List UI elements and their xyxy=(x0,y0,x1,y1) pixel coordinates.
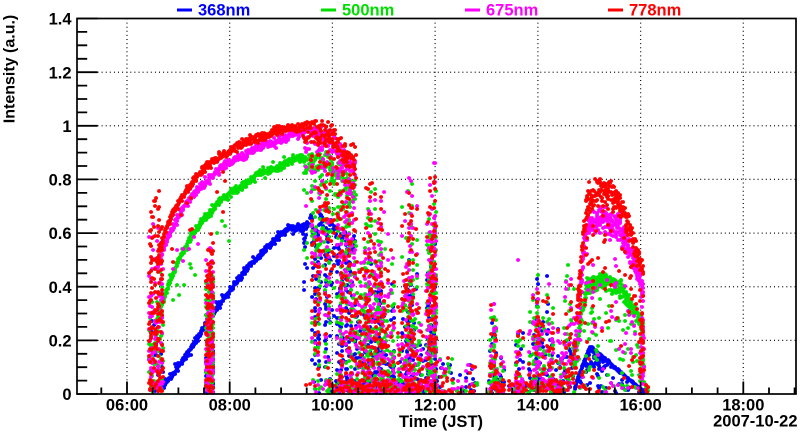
svg-text:2007-10-22: 2007-10-22 xyxy=(713,413,797,431)
svg-text:1.2: 1.2 xyxy=(49,64,72,82)
svg-text:12:00: 12:00 xyxy=(414,397,456,415)
svg-text:500nm: 500nm xyxy=(342,1,394,19)
svg-text:368nm: 368nm xyxy=(198,1,250,19)
svg-text:10:00: 10:00 xyxy=(311,397,353,415)
svg-text:Intensity (a.u.): Intensity (a.u.) xyxy=(2,15,19,123)
svg-text:08:00: 08:00 xyxy=(209,397,251,415)
svg-text:14:00: 14:00 xyxy=(517,397,559,415)
svg-text:16:00: 16:00 xyxy=(619,397,661,415)
svg-text:Time (JST): Time (JST) xyxy=(399,413,483,431)
svg-text:06:00: 06:00 xyxy=(106,397,148,415)
svg-text:675nm: 675nm xyxy=(486,1,538,19)
svg-text:0.6: 0.6 xyxy=(49,225,72,243)
svg-text:0.2: 0.2 xyxy=(49,333,72,351)
svg-text:778nm: 778nm xyxy=(629,1,681,19)
svg-text:1: 1 xyxy=(62,118,71,136)
svg-text:18:00: 18:00 xyxy=(722,397,764,415)
svg-text:0.8: 0.8 xyxy=(49,172,72,190)
svg-text:1.4: 1.4 xyxy=(49,11,73,29)
svg-text:0: 0 xyxy=(62,386,71,404)
svg-text:0.4: 0.4 xyxy=(49,279,73,297)
